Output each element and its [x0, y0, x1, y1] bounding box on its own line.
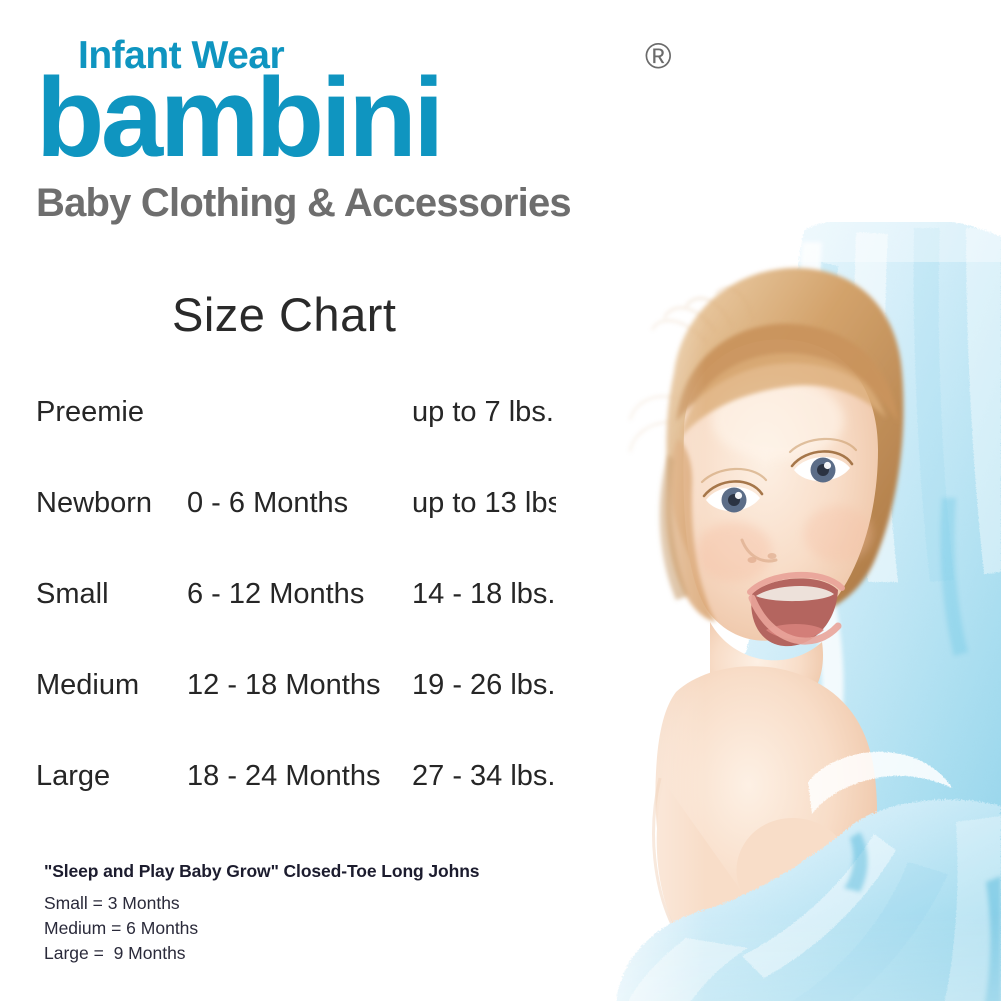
cell-size: Preemie — [36, 396, 144, 428]
cell-size: Newborn — [36, 487, 153, 519]
table-row: Large 18 - 24 Months 27 - 34 lbs. — [0, 762, 600, 853]
baby-photo — [556, 222, 1001, 1001]
footnote-line: Large = 9 Months — [44, 943, 186, 964]
cell-age: 6 - 12 Months — [187, 578, 365, 610]
brand-logo: Infant Wear bambini ® Baby Clothing & Ac… — [0, 0, 700, 235]
logo-wordmark: bambini — [36, 55, 444, 180]
cell-size: Small — [36, 578, 109, 610]
logo-tagline-bottom: Baby Clothing & Accessories — [36, 181, 572, 225]
cell-size: Large — [36, 760, 111, 792]
towel-fuzz-edge — [808, 751, 952, 814]
table-row: Newborn 0 - 6 Months up to 13 lbs. — [0, 489, 600, 580]
baby-eyes — [700, 437, 858, 513]
cell-size: Medium — [36, 669, 140, 701]
baby-nose — [740, 538, 778, 563]
cell-weight: up to 7 lbs. — [412, 396, 554, 428]
cell-age: 12 - 18 Months — [187, 669, 381, 701]
table-row: Preemie up to 7 lbs. — [0, 398, 600, 489]
footnote-heading: "Sleep and Play Baby Grow" Closed-Toe Lo… — [44, 861, 480, 881]
cell-weight: 27 - 34 lbs. — [412, 760, 556, 792]
cell-age: 0 - 6 Months — [187, 487, 349, 519]
table-row: Small 6 - 12 Months 14 - 18 lbs. — [0, 580, 600, 671]
registered-trademark-icon: ® — [645, 35, 672, 76]
cheek-right — [804, 506, 872, 562]
eye-left — [700, 467, 768, 513]
footnote-line: Small = 3 Months — [44, 892, 180, 913]
photo-bottom-fade — [556, 912, 1001, 1001]
footnote-line: Medium = 6 Months — [44, 918, 199, 938]
logo-tagline-top: Infant Wear — [78, 34, 285, 77]
photo-left-fade — [556, 222, 706, 1001]
cell-weight: 14 - 18 lbs. — [412, 578, 556, 610]
baby-mouth — [747, 571, 845, 647]
footnote-lines: Small = 3 Months Medium = 6 Months Large… — [44, 891, 564, 967]
cell-weight: 19 - 26 lbs. — [412, 669, 556, 701]
footnote-block: "Sleep and Play Baby Grow" Closed-Toe Lo… — [44, 860, 564, 967]
page-title: Size Chart — [172, 288, 397, 341]
baby-photo-illustration — [556, 222, 1001, 1001]
photo-top-fade — [556, 222, 1001, 262]
baby-face — [683, 339, 878, 641]
eye-right — [788, 437, 858, 483]
size-chart-table: Preemie up to 7 lbs. Newborn 0 - 6 Month… — [0, 398, 600, 853]
cheek-left — [696, 522, 772, 582]
cell-weight: up to 13 lbs. — [412, 487, 570, 519]
table-row: Medium 12 - 18 Months 19 - 26 lbs. — [0, 671, 600, 762]
cell-age: 18 - 24 Months — [187, 760, 381, 792]
